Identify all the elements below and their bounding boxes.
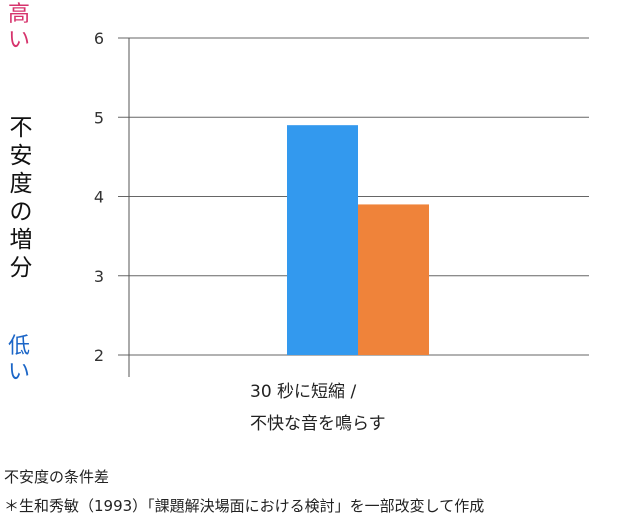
y-tick-labels: 2 3 4 5 6 bbox=[94, 29, 104, 365]
x-category-label: 30 秒に短縮 / 不快な音を鳴らす bbox=[250, 376, 470, 440]
chart-caption: 不安度の条件差 bbox=[4, 468, 110, 486]
y-axis-label: 不安度の増分 bbox=[9, 115, 33, 281]
y-tick-label-3: 3 bbox=[94, 267, 104, 286]
bars bbox=[287, 125, 429, 355]
bar-series-2 bbox=[358, 204, 429, 355]
y-tick-label-2: 2 bbox=[94, 346, 104, 365]
source-note: ＊生和秀敏（1993）「課題解決場面における検討」を一部改変して作成 bbox=[4, 497, 485, 515]
high-label: 高い bbox=[7, 2, 30, 53]
bar-series-1 bbox=[287, 125, 358, 355]
x-category-label-line2: 不快な音を鳴らす bbox=[250, 414, 386, 434]
low-label: 低い bbox=[7, 334, 30, 385]
y-tick-label-5: 5 bbox=[94, 108, 104, 127]
x-category-label-line1: 30 秒に短縮 / bbox=[250, 382, 357, 402]
y-tick-label-4: 4 bbox=[94, 188, 104, 207]
y-tick-label-6: 6 bbox=[94, 29, 104, 48]
